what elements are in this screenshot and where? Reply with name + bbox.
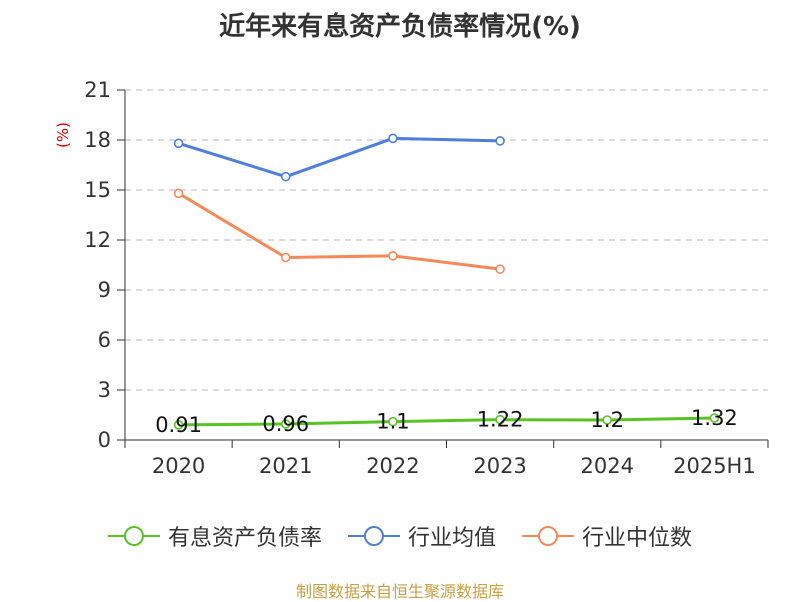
x-tick-label: 2024 [581, 454, 634, 478]
data-source-note: 制图数据来自恒生聚源数据库 [295, 582, 504, 601]
legend-label-series3: 行业中位数 [582, 526, 693, 551]
data-label: 1.32 [691, 406, 738, 430]
legend-item-series3[interactable]: 行业中位数 [522, 520, 692, 552]
legend-item-series1[interactable]: 有息资产负债率 [107, 520, 322, 552]
legend-label-series1: 有息资产负债率 [167, 526, 322, 551]
series-lines [173, 133, 720, 430]
legend-marker-series2 [347, 526, 400, 546]
data-label: 0.96 [262, 412, 309, 436]
legend-item-series2[interactable]: 行业均值 [347, 520, 496, 552]
data-point-series1 [602, 415, 613, 425]
data-point-series1 [173, 420, 184, 430]
legend-label-series2: 行业均值 [407, 526, 496, 551]
y-tick-label: 3 [98, 378, 111, 402]
x-tick-label: 2022 [366, 454, 419, 478]
series-line-1 [178, 416, 715, 427]
data-point-series2 [388, 133, 398, 144]
data-point-series3 [388, 251, 398, 261]
grid-lines [125, 89, 768, 391]
chart-title: 近年来有息资产负债率情况(%) [219, 12, 581, 42]
y-tick-label: 0 [98, 428, 111, 452]
data-point-series1 [495, 414, 505, 425]
data-point-series2 [173, 138, 184, 149]
data-point-series3 [280, 252, 291, 263]
x-tick-label: 2025H1 [673, 454, 756, 478]
data-label: 1.1 [376, 410, 409, 434]
data-point-series1 [388, 416, 398, 427]
data-label: 1.22 [477, 408, 524, 432]
data-point-series2 [495, 136, 505, 146]
x-tick-label: 2020 [152, 454, 205, 478]
y-tick-label: 6 [98, 328, 111, 352]
axes: 0 3 6 9 12 15 18 21 2020 2021 2022 2023 2024 2025H1 [84, 78, 769, 478]
y-tick-label: 12 [84, 228, 111, 252]
line-chart: 0 3 6 9 12 15 18 21 2020 2021 2022 2023 2024 2025H1 0… [84, 78, 769, 478]
x-tick-label: 2021 [259, 454, 312, 478]
series-line-2 [178, 136, 501, 179]
x-tick-label: 2023 [473, 454, 526, 478]
legend: 有息资产负债率 行业均值 行业中位数 [0, 520, 800, 552]
data-point-series2 [280, 171, 291, 182]
data-point-series3 [495, 264, 505, 274]
data-point-series1 [709, 413, 720, 423]
data-point-series1 [280, 419, 291, 429]
data-label: 1.2 [591, 408, 624, 432]
y-tick-label: 21 [84, 78, 111, 102]
legend-marker-series3 [522, 526, 574, 546]
y-tick-label: 18 [84, 128, 111, 152]
y-tick-label: 9 [98, 278, 111, 302]
data-label: 0.91 [155, 413, 202, 437]
data-point-series3 [173, 188, 184, 199]
data-labels: 0.91 0.96 1.1 1.22 1.2 1.32 [155, 406, 738, 437]
series-line-3 [177, 192, 501, 271]
y-tick-label: 15 [84, 178, 111, 202]
legend-marker-series1 [107, 526, 160, 546]
